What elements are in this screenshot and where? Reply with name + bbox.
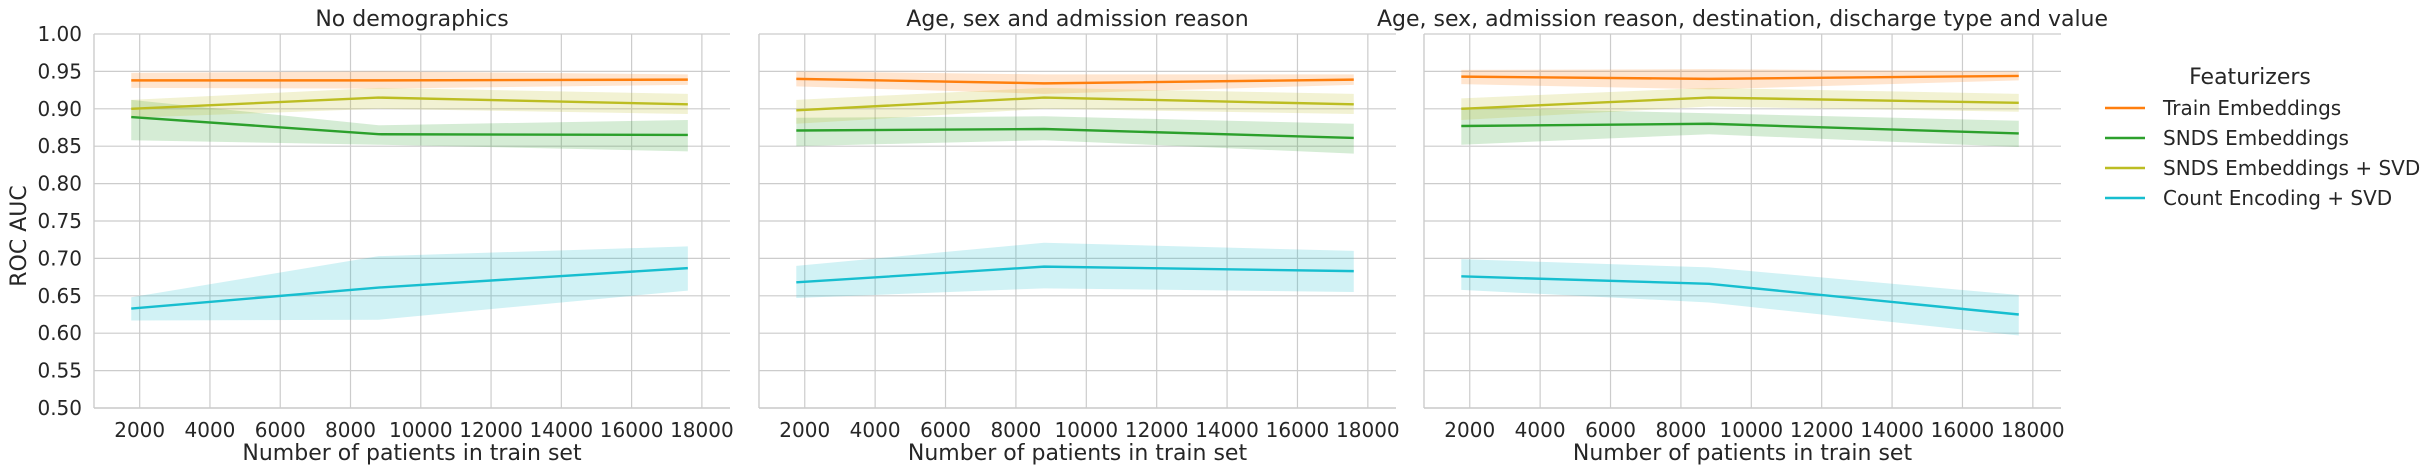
x-tick-label: 6000 — [1585, 418, 1636, 442]
x-axis-label: Number of patients in train set — [908, 441, 1248, 466]
x-tick-label: 18000 — [670, 418, 734, 442]
x-tick-label: 4000 — [1515, 418, 1566, 442]
x-tick-label: 14000 — [530, 418, 594, 442]
legend-entry: SNDS Embeddings + SVD — [2105, 156, 2420, 180]
y-tick-label: 0.60 — [37, 321, 82, 345]
ci-band-snds-embeddings-svd — [1461, 87, 2019, 121]
x-tick-label: 2000 — [1444, 418, 1495, 442]
x-tick-label: 8000 — [990, 418, 1041, 442]
legend-entry: Count Encoding + SVD — [2105, 186, 2392, 210]
x-tick-label: 8000 — [1655, 418, 1706, 442]
x-tick-label: 2000 — [779, 418, 830, 442]
series-line-train-embeddings — [131, 78, 688, 82]
series-line-snds-embeddings — [131, 115, 688, 137]
ci-band-count-encoding-svd — [131, 246, 688, 321]
x-tick-label: 14000 — [1860, 418, 1924, 442]
y-tick-label: 0.65 — [37, 284, 82, 308]
panel-2: 2000 4000 6000 8000 10000 12000 14000 16000 1800… — [758, 7, 1400, 466]
ci-band-snds-embeddings — [131, 99, 688, 152]
y-tick-label: 0.80 — [37, 172, 82, 196]
x-tick-label: 18000 — [1336, 418, 1400, 442]
y-tick-label: 0.55 — [37, 359, 82, 383]
series-line-snds-embeddings-svd — [131, 96, 688, 110]
y-tick-label: 0.85 — [37, 134, 82, 158]
x-tick-label: 16000 — [600, 418, 664, 442]
panel-1: 0.50 0.55 0.60 0.65 0.70 0.75 0.80 0.85 0.90 0.95… — [37, 7, 733, 466]
panel-title: Age, sex and admission reason — [906, 7, 1248, 32]
x-tick-label: 6000 — [255, 418, 306, 442]
ci-band-snds-embeddings-svd — [796, 87, 1354, 124]
x-tick-label: 16000 — [1266, 418, 1330, 442]
ci-band-snds-embeddings-svd — [131, 87, 688, 118]
x-tick-label: 10000 — [1719, 418, 1783, 442]
panel-title: No demographics — [315, 7, 508, 32]
x-tick-label: 16000 — [1931, 418, 1995, 442]
x-tick-label: 10000 — [1054, 418, 1118, 442]
legend-label: Count Encoding + SVD — [2163, 186, 2392, 210]
x-tick-label: 14000 — [1195, 418, 1259, 442]
y-tick-label: 0.90 — [37, 97, 82, 121]
y-tick-label: 0.70 — [37, 246, 82, 270]
panel-3: 2000 4000 6000 8000 10000 12000 14000 16000 1800… — [1377, 7, 2108, 466]
x-axis-label: Number of patients in train set — [242, 441, 582, 466]
legend-label: SNDS Embeddings — [2163, 126, 2349, 150]
series-line-train-embeddings — [796, 77, 1354, 85]
y-axis-label: ROC AUC — [7, 185, 32, 286]
ci-band-count-encoding-svd — [1461, 259, 2019, 336]
x-tick-label: 4000 — [185, 418, 236, 442]
x-tick-label: 6000 — [920, 418, 971, 442]
x-tick-label: 8000 — [325, 418, 376, 442]
series-line-count-encoding-svd — [131, 266, 688, 310]
panel-title: Age, sex, admission reason, destination,… — [1377, 7, 2108, 32]
legend: Featurizers Train Embeddings SNDS Embeddin… — [2105, 65, 2420, 210]
y-tick-label: 1.00 — [37, 22, 82, 46]
x-tick-label: 12000 — [459, 418, 523, 442]
legend-label: SNDS Embeddings + SVD — [2163, 156, 2420, 180]
ci-band-count-encoding-svd — [796, 242, 1354, 299]
legend-label: Train Embeddings — [2162, 96, 2341, 120]
x-tick-label: 18000 — [2001, 418, 2065, 442]
y-tick-label: 0.75 — [37, 209, 82, 233]
series-line-snds-embeddings-svd — [796, 96, 1354, 112]
y-tick-label: 0.50 — [37, 396, 82, 420]
y-tick-label: 0.95 — [37, 59, 82, 83]
ci-band-snds-embeddings — [1461, 107, 2019, 147]
legend-title: Featurizers — [2189, 65, 2311, 90]
ci-band-snds-embeddings — [796, 116, 1354, 154]
legend-entry: Train Embeddings — [2105, 96, 2341, 120]
x-tick-label: 10000 — [389, 418, 453, 442]
x-tick-label: 12000 — [1790, 418, 1854, 442]
series-line-snds-embeddings — [1461, 122, 2019, 135]
x-axis-label: Number of patients in train set — [1573, 441, 1913, 466]
series-line-count-encoding-svd — [796, 265, 1354, 284]
x-tick-label: 2000 — [114, 418, 165, 442]
series-line-count-encoding-svd — [1461, 275, 2019, 316]
x-tick-label: 4000 — [850, 418, 901, 442]
series-line-train-embeddings — [1461, 74, 2019, 81]
series-line-snds-embeddings-svd — [1461, 96, 2019, 110]
x-tick-label: 12000 — [1125, 418, 1189, 442]
series-line-snds-embeddings — [796, 127, 1354, 140]
legend-entry: SNDS Embeddings — [2105, 126, 2349, 150]
